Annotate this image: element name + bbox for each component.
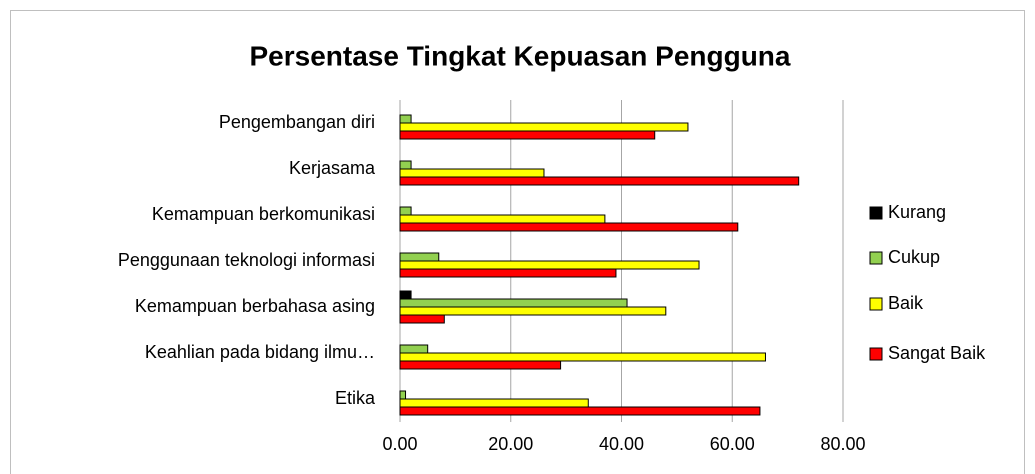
chart-title: Persentase Tingkat Kepuasan Pengguna — [250, 40, 791, 71]
bar — [399, 406, 761, 416]
bar — [399, 360, 562, 370]
x-tick-label: 20.00 — [488, 434, 533, 454]
bar — [399, 390, 407, 400]
x-tick-label: 60.00 — [710, 434, 755, 454]
bar — [399, 122, 689, 132]
chart-border — [10, 10, 1025, 474]
x-tick-label: 0.00 — [382, 434, 417, 454]
legend-swatch — [869, 297, 883, 311]
bar — [399, 290, 412, 300]
legend-swatch — [869, 206, 883, 220]
bar — [399, 344, 429, 354]
y-tick-label: Keahlian pada bidang ilmu… — [145, 342, 375, 362]
bar — [399, 306, 667, 316]
y-tick-label: Kerjasama — [289, 158, 376, 178]
y-tick-label: Penggunaan teknologi informasi — [118, 250, 375, 270]
y-tick-label: Kemampuan berkomunikasi — [152, 204, 375, 224]
y-tick-label: Pengembangan diri — [219, 112, 375, 132]
bar — [399, 314, 445, 324]
bar — [399, 214, 606, 224]
bar — [399, 206, 412, 216]
legend-label: Baik — [888, 293, 924, 313]
bar — [399, 352, 766, 362]
bar — [399, 114, 412, 124]
bar — [399, 252, 440, 262]
legend-swatch — [869, 347, 883, 361]
bar — [399, 398, 589, 408]
bar — [399, 168, 545, 178]
bar — [399, 222, 739, 232]
y-tick-label: Kemampuan berbahasa asing — [135, 296, 375, 316]
bar — [399, 160, 412, 170]
legend-label: Sangat Baik — [888, 343, 986, 363]
x-tick-label: 40.00 — [599, 434, 644, 454]
bar — [399, 130, 656, 140]
y-tick-label: Etika — [335, 388, 376, 408]
legend-label: Kurang — [888, 202, 946, 222]
bar — [399, 298, 628, 308]
x-tick-label: 80.00 — [820, 434, 865, 454]
bar — [399, 268, 617, 278]
bar — [399, 260, 700, 270]
bar — [399, 176, 800, 186]
legend-label: Cukup — [888, 247, 940, 267]
legend-swatch — [869, 251, 883, 265]
